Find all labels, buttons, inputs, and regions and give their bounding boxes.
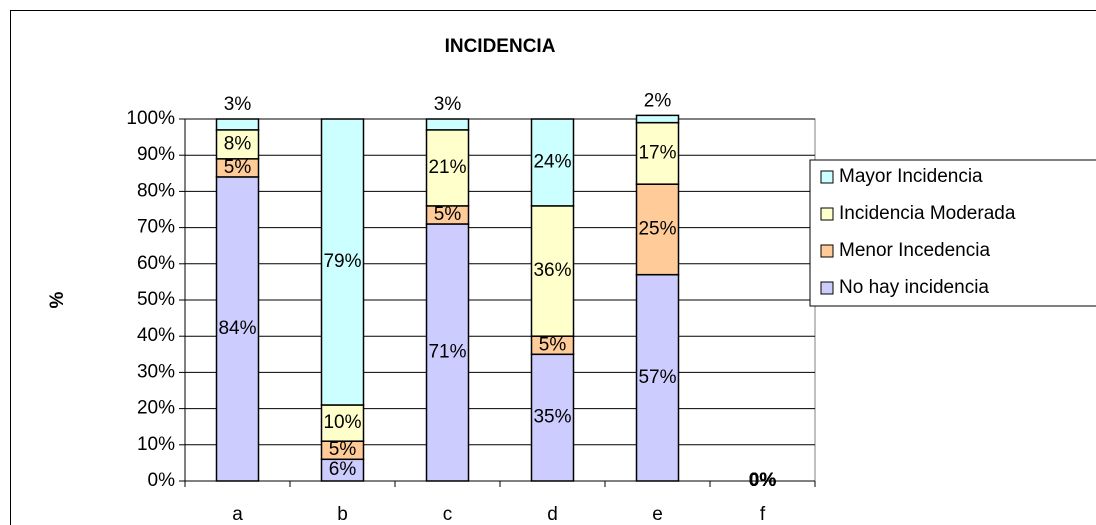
data-label: 84% <box>218 318 256 339</box>
bar-segment <box>530 205 575 337</box>
y-tick-label: 80% <box>137 180 175 201</box>
legend-box <box>809 159 1096 307</box>
x-tick-label: d <box>547 504 558 525</box>
bar-segment <box>215 118 260 131</box>
x-tick-label: e <box>652 504 663 525</box>
data-label: 0% <box>749 470 777 491</box>
x-tick-label: f <box>760 504 766 525</box>
y-tick-label: 30% <box>137 361 175 382</box>
bar-segment <box>215 176 260 482</box>
bar-segment <box>425 129 470 207</box>
data-label: 21% <box>428 157 466 178</box>
data-label: 5% <box>434 204 462 225</box>
data-label: 8% <box>224 133 252 154</box>
bar-segment <box>635 183 680 276</box>
data-label: 2% <box>644 90 672 111</box>
y-axis-label: % <box>47 291 68 308</box>
data-label: 35% <box>533 407 571 428</box>
data-label: 5% <box>224 157 252 178</box>
data-label: 5% <box>539 334 567 355</box>
y-tick-label: 60% <box>137 253 175 274</box>
legend-label: Incidencia Moderada <box>839 203 1016 224</box>
y-tick-label: 20% <box>137 398 175 419</box>
y-tick-label: 50% <box>137 289 175 310</box>
bar-segment <box>635 121 680 185</box>
chart-title: INCIDENCIA <box>445 36 556 57</box>
data-label: 17% <box>638 142 676 163</box>
y-tick-label: 0% <box>148 470 176 491</box>
bar-segment <box>530 353 575 482</box>
bar-segment <box>530 118 575 207</box>
bar-segment <box>320 404 365 442</box>
bar-segment <box>425 118 470 131</box>
bar-segment <box>635 114 680 124</box>
data-label: 3% <box>434 94 462 115</box>
legend-swatch <box>820 170 834 184</box>
bar-segment <box>215 129 260 160</box>
legend-swatch <box>820 281 834 295</box>
y-tick-label: 70% <box>137 217 175 238</box>
data-label: 0% <box>749 470 777 491</box>
legend-label: No hay incidencia <box>839 277 989 298</box>
data-label: 10% <box>323 412 361 433</box>
x-tick-label: c <box>443 504 453 525</box>
data-label: 0% <box>749 470 777 491</box>
legend-swatch <box>820 244 834 258</box>
data-label: 3% <box>224 94 252 115</box>
x-tick-label: a <box>232 504 243 525</box>
data-label: 79% <box>323 251 361 272</box>
y-tick-label: 40% <box>137 325 175 346</box>
data-label: 57% <box>638 367 676 388</box>
data-label: 5% <box>329 439 357 460</box>
y-tick-label: 100% <box>126 108 175 129</box>
y-tick-label: 90% <box>137 144 175 165</box>
data-label: 25% <box>638 218 676 239</box>
bar-segment <box>635 273 680 482</box>
x-tick-label: b <box>337 504 348 525</box>
data-label: 36% <box>533 260 571 281</box>
data-label: 71% <box>428 342 466 363</box>
data-label: 6% <box>329 459 357 480</box>
bar-segment <box>320 118 365 406</box>
data-label: 24% <box>533 151 571 172</box>
legend-swatch <box>820 207 834 221</box>
data-label: 0% <box>749 470 777 491</box>
legend-label: Mayor Incidencia <box>839 166 983 187</box>
legend-label: Menor Incedencia <box>839 240 990 261</box>
y-tick-label: 10% <box>137 434 175 455</box>
bar-segment <box>425 223 470 482</box>
